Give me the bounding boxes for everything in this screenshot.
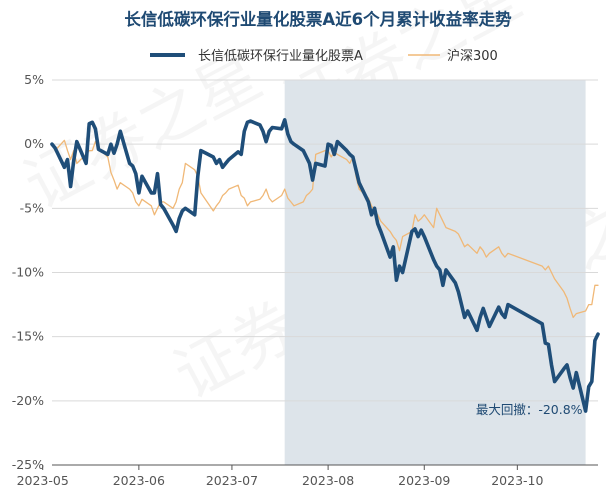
x-tick-label: 2023-10 <box>491 473 543 488</box>
x-tick-label: 2023-07 <box>206 473 258 488</box>
y-tick-label: -10% <box>12 265 44 280</box>
y-tick-label: -20% <box>12 393 44 408</box>
series-lines <box>50 118 600 413</box>
legend: 长信低碳环保行业量化股票A 沪深300 <box>150 48 498 64</box>
y-tick-label: -5% <box>20 200 44 215</box>
legend-label-fund: 长信低碳环保行业量化股票A <box>198 49 363 64</box>
chart-title: 长信低碳环保行业量化股票A近6个月累计收益率走势 <box>124 9 512 29</box>
y-tick-label: -15% <box>12 329 44 344</box>
y-tick-label: -25% <box>12 457 44 472</box>
grid <box>52 79 598 466</box>
x-axis: 2023-05 2023-06 2023-07 2023-08 2023-09 2023-… <box>17 464 598 488</box>
x-tick-label: 2023-08 <box>302 473 354 488</box>
legend-label-index: 沪深300 <box>447 48 498 64</box>
max-drawdown-label: 最大回撤：-20.8% <box>476 402 583 417</box>
y-axis: 5% 0% -5% -10% -15% -20% -25% <box>12 72 44 472</box>
x-tick-label: 2023-05 <box>17 473 69 488</box>
y-tick-label: 0% <box>24 136 44 151</box>
series-line-fund <box>50 118 600 413</box>
watermark-text: 证券之星 <box>13 39 274 225</box>
x-tick-label: 2023-09 <box>398 473 450 488</box>
x-tick-label: 2023-06 <box>113 473 165 488</box>
y-tick-label: 5% <box>24 72 44 87</box>
